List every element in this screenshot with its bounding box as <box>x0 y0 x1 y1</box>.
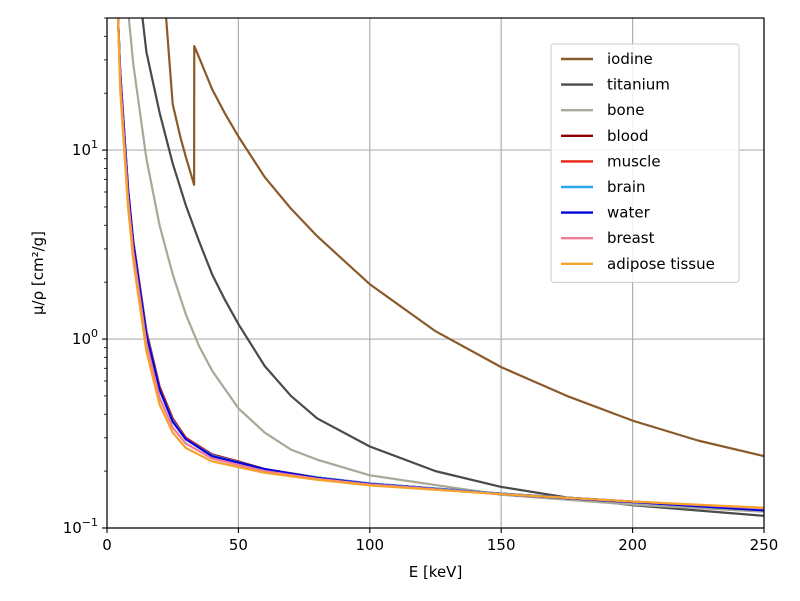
axis-ticks: 0 50 100 150 200 250 10−1 100 101 <box>63 17 779 554</box>
x-tick-label: 0 <box>102 536 112 554</box>
legend-label: breast <box>607 229 655 247</box>
legend-label: blood <box>607 127 649 145</box>
x-tick-label: 200 <box>618 536 647 554</box>
legend-label: iodine <box>607 50 653 68</box>
legend-box <box>550 43 740 283</box>
y-tick-label: 101 <box>72 138 98 159</box>
series-line-adipose-tissue <box>116 18 764 509</box>
x-tick-label: 50 <box>229 536 248 554</box>
y-axis-label: μ/ρ [cm²/g] <box>29 231 47 315</box>
legend-label: brain <box>607 178 646 196</box>
legend-label: bone <box>607 101 644 119</box>
legend: iodine titanium bone blood muscle brain water b… <box>550 43 740 283</box>
legend-label: muscle <box>607 152 661 170</box>
x-axis-label: E [keV] <box>409 563 463 581</box>
x-tick-label: 150 <box>487 536 516 554</box>
legend-label: water <box>607 204 651 222</box>
x-tick-label: 250 <box>750 536 779 554</box>
series-line-bone <box>127 18 764 513</box>
x-tick-label: 100 <box>355 536 384 554</box>
y-tick-label: 10−1 <box>63 516 98 537</box>
y-tick-label: 100 <box>72 327 98 348</box>
legend-label: adipose tissue <box>607 255 715 273</box>
series-line-titanium <box>141 18 764 517</box>
legend-label: titanium <box>607 76 670 94</box>
series-line-iodine <box>165 18 764 458</box>
plot-frame <box>106 17 765 529</box>
series-layer <box>116 18 764 517</box>
